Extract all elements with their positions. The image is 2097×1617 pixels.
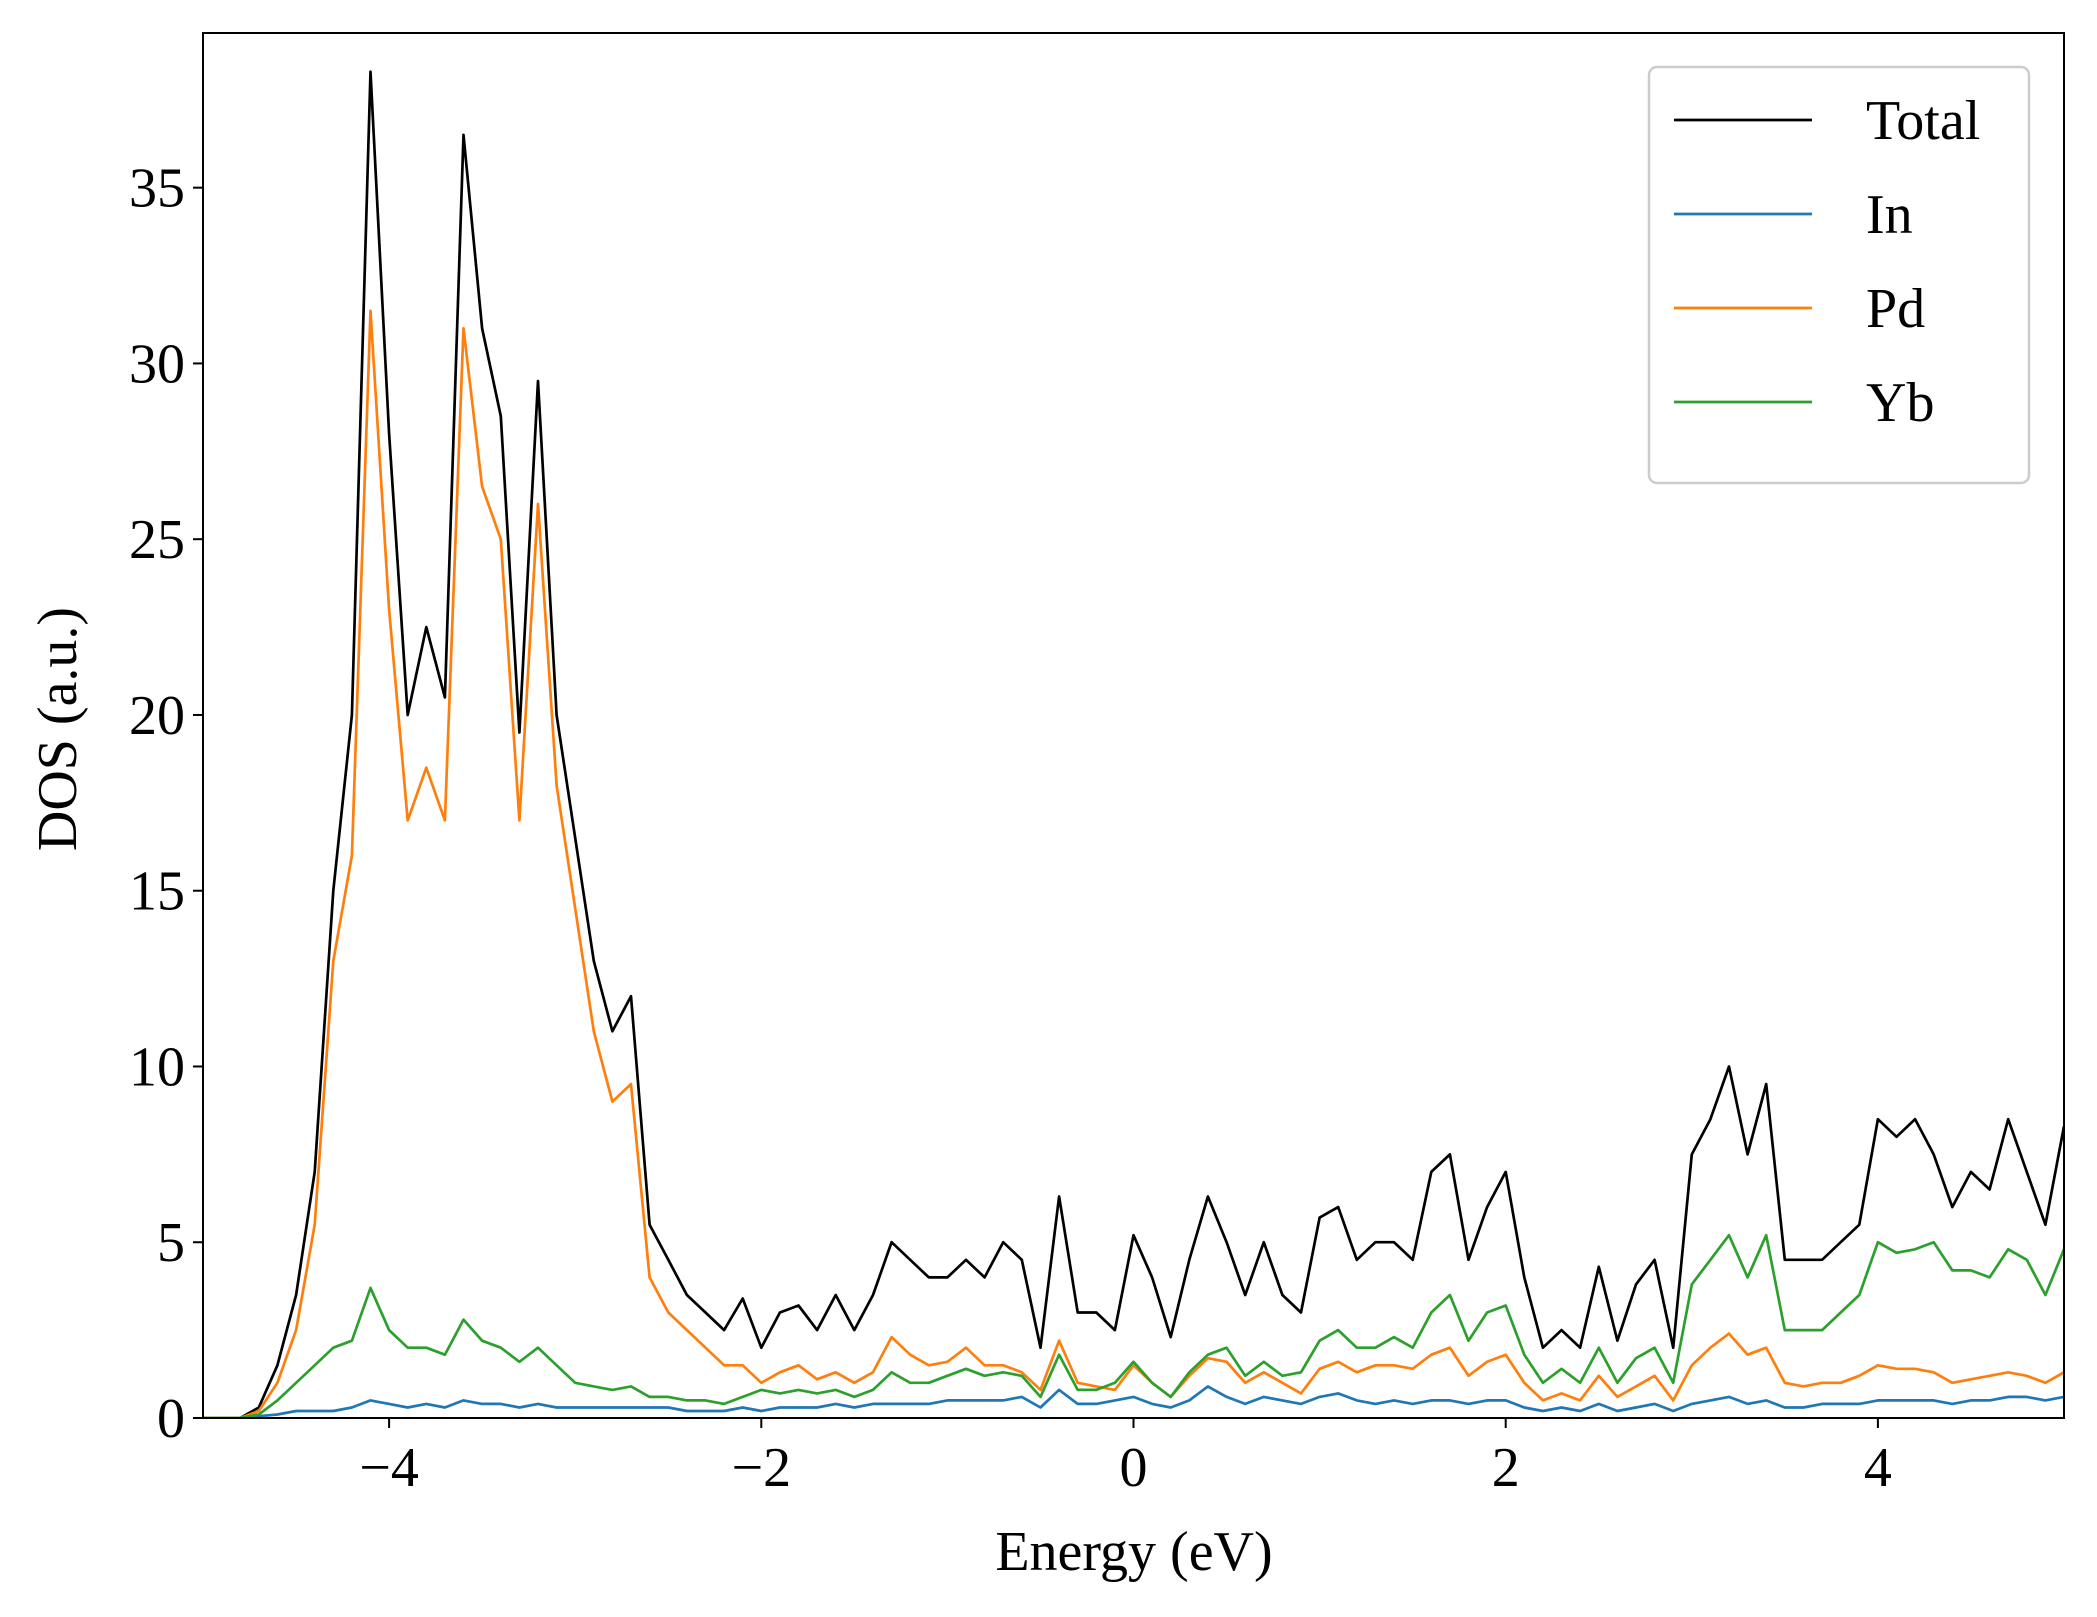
series-line xyxy=(203,1233,2064,1418)
x-tick-label: 4 xyxy=(1864,1437,1892,1499)
y-tick-label: 25 xyxy=(129,509,185,571)
y-tick-label: 20 xyxy=(129,685,185,747)
series-line xyxy=(203,309,2064,1418)
y-tick-label: 35 xyxy=(129,158,185,220)
legend-label: Yb xyxy=(1866,372,1934,434)
y-tick-label: 15 xyxy=(129,861,185,923)
x-tick-label: 2 xyxy=(1492,1437,1520,1499)
x-tick-label: −4 xyxy=(359,1437,419,1499)
x-tick-label: −2 xyxy=(732,1437,792,1499)
legend-label: Total xyxy=(1866,90,1980,152)
series-line xyxy=(203,1385,2064,1418)
plot-frame xyxy=(202,32,2065,1419)
legend-box xyxy=(1647,65,2031,485)
y-tick-label: 5 xyxy=(157,1212,185,1274)
y-tick-label: 10 xyxy=(129,1036,185,1098)
x-tick-label: 0 xyxy=(1120,1437,1148,1499)
y-tick-label: 0 xyxy=(157,1388,185,1450)
series-line xyxy=(203,70,2064,1418)
y-tick-label: 30 xyxy=(129,333,185,395)
x-axis-label: Energy (eV) xyxy=(995,1521,1272,1583)
y-axis-label: DOS (a.u.) xyxy=(27,607,89,851)
legend-label: In xyxy=(1866,184,1913,246)
legend-label: Pd xyxy=(1866,278,1925,340)
